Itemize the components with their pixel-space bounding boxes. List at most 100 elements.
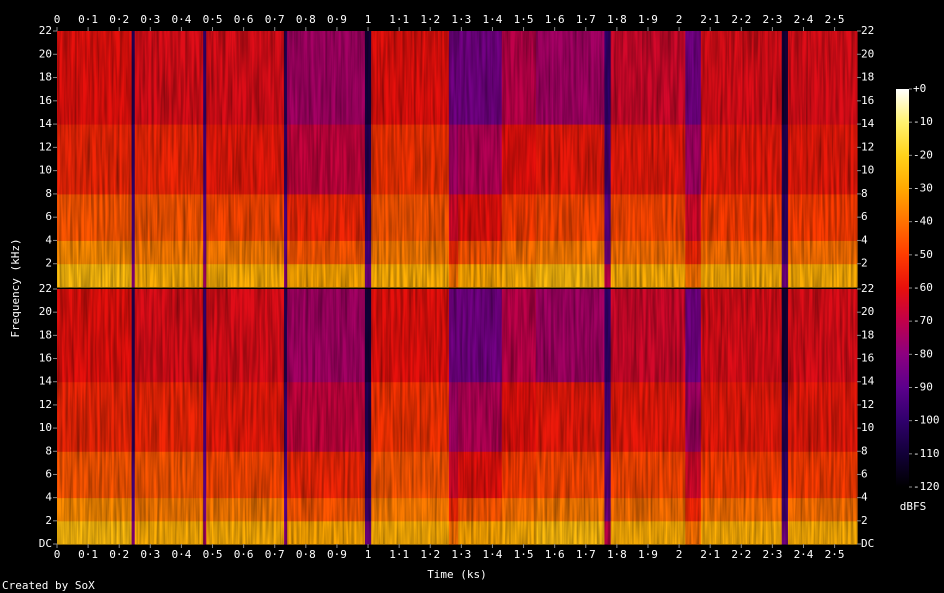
x-tick-label: 0·2 [109,13,129,26]
y-axis-label: Frequency (kHz) [9,238,22,337]
x-tick-label: 2·2 [731,13,751,26]
colorbar-tick-label: -90 [913,381,933,394]
x-tick-label: 1·1 [389,548,409,561]
x-tick-label: 1 [365,548,372,561]
x-tick-label: 0·1 [78,548,98,561]
y-tick-label: 16 [861,94,874,107]
x-tick-label: 0·8 [296,13,316,26]
x-tick-label: 2 [676,13,683,26]
x-tick-label: 0·7 [265,13,285,26]
y-tick-label: 18 [39,328,52,341]
y-tick-label: 22 [39,24,52,37]
y-tick-label: 22 [39,282,52,295]
x-tick-label: 2·2 [731,548,751,561]
y-tick-label: 2 [861,514,868,527]
x-tick-label: 1·2 [420,548,440,561]
colorbar-tick-label: +0 [913,82,926,95]
y-tick-label: 18 [861,328,874,341]
x-tick-label: 2·1 [700,13,720,26]
x-tick-label: 2·1 [700,548,720,561]
y-tick-label: 8 [45,444,52,457]
y-tick-label: DC [39,537,52,550]
texture [57,289,857,544]
colorbar-label: dBFS [900,500,927,513]
colorbar-tick-label: -120 [913,480,940,493]
y-tick-label: 16 [39,94,52,107]
colorbar-tick-label: -110 [913,447,940,460]
y-tick-label: 16 [861,352,874,365]
colorbar-tick-label: -40 [913,215,933,228]
y-tick-label: 2 [45,514,52,527]
colorbar-tick-label: -30 [913,182,933,195]
x-tick-label: 2·3 [762,548,782,561]
x-tick-label: 2·5 [825,13,845,26]
x-tick-label: 0·4 [171,13,191,26]
y-tick-label: 6 [861,210,868,223]
x-tick-label: 1·1 [389,13,409,26]
x-tick-label: 0·8 [296,548,316,561]
y-tick-label: 6 [45,467,52,480]
y-tick-label: 4 [861,491,868,504]
colorbar-tick-label: -70 [913,314,933,327]
y-tick-label: 18 [39,71,52,84]
y-tick-label: 10 [861,164,874,177]
x-tick-label: 0·9 [327,548,347,561]
y-tick-label: 12 [861,140,874,153]
y-tick-label: 10 [39,164,52,177]
x-tick-label: 1·4 [483,13,503,26]
x-tick-label: 0·9 [327,13,347,26]
y-tick-label: 10 [861,421,874,434]
x-tick-label: 1·6 [545,13,565,26]
x-tick-label: 1·8 [607,548,627,561]
x-tick-label: 1·2 [420,13,440,26]
x-tick-label: 0·5 [203,13,223,26]
y-tick-label: 4 [861,233,868,246]
y-tick-label: 8 [861,187,868,200]
y-tick-label: 20 [861,305,874,318]
x-tick-label: 2·4 [794,13,814,26]
x-tick-label: 0 [54,548,61,561]
x-tick-label: 1·7 [576,548,596,561]
x-tick-label: 2·4 [794,548,814,561]
x-tick-label: 0·7 [265,548,285,561]
colorbar-tick-label: -100 [913,414,940,427]
y-tick-label: 14 [39,117,53,130]
x-tick-label: 1·4 [483,548,503,561]
x-tick-label: 0·3 [140,548,160,561]
y-tick-label: 20 [39,305,52,318]
x-tick-label: 0·5 [203,548,223,561]
y-tick-label: 4 [45,491,52,504]
x-tick-label: 1·9 [638,548,658,561]
x-tick-label: 0·2 [109,548,129,561]
x-tick-label: 2·3 [762,13,782,26]
y-tick-label: 20 [39,47,52,60]
x-tick-label: 1·8 [607,13,627,26]
y-tick-label: 12 [861,398,874,411]
y-tick-label: 14 [39,375,53,388]
colorbar [896,89,909,487]
y-tick-label: 14 [861,117,875,130]
y-tick-label: 8 [861,444,868,457]
colorbar-tick-label: -50 [913,248,933,261]
x-tick-label: 1·7 [576,13,596,26]
y-tick-label: 4 [45,233,52,246]
y-tick-label: 10 [39,421,52,434]
x-axis-label: Time (ks) [427,568,487,581]
x-tick-label: 0·1 [78,13,98,26]
y-tick-label: DC [861,537,874,550]
x-tick-label: 1·6 [545,548,565,561]
y-tick-label: 14 [861,375,875,388]
x-tick-label: 0·6 [234,13,254,26]
y-tick-label: 6 [45,210,52,223]
x-tick-label: 0 [54,13,61,26]
colorbar-tick-label: -10 [913,115,933,128]
y-tick-label: 16 [39,352,52,365]
x-tick-label: 2·5 [825,548,845,561]
y-tick-label: 22 [861,24,874,37]
footer: Created by SoX [2,579,95,592]
x-tick-label: 2 [676,548,683,561]
y-tick-label: 6 [861,467,868,480]
x-tick-label: 1 [365,13,372,26]
